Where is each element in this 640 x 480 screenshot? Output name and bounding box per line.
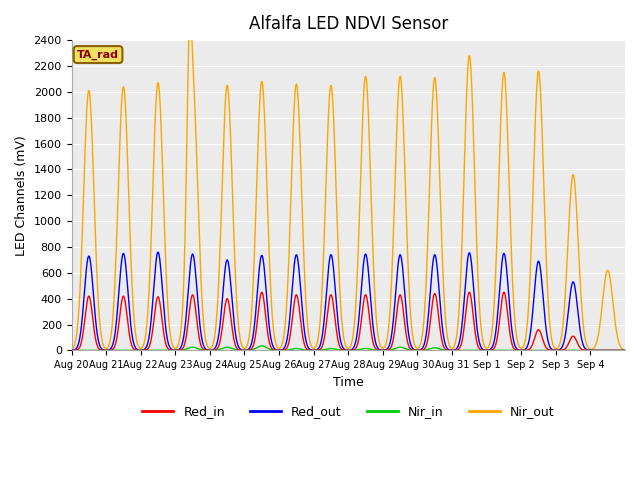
Text: TA_rad: TA_rad	[77, 49, 119, 60]
Title: Alfalfa LED NDVI Sensor: Alfalfa LED NDVI Sensor	[248, 15, 448, 33]
Y-axis label: LED Channels (mV): LED Channels (mV)	[15, 135, 28, 256]
X-axis label: Time: Time	[333, 376, 364, 389]
Legend: Red_in, Red_out, Nir_in, Nir_out: Red_in, Red_out, Nir_in, Nir_out	[137, 400, 559, 423]
